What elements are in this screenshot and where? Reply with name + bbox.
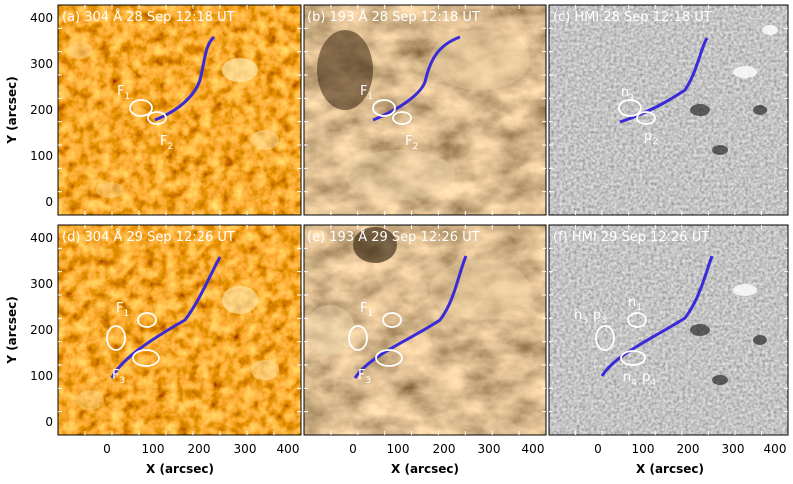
filament-curve-e xyxy=(353,255,468,379)
xtick-f-300: 300 xyxy=(722,442,745,456)
ytick-bottom-300: 300 xyxy=(30,277,53,291)
panel-d-title: (d) 304 Å 29 Sep 12:26 UT xyxy=(62,229,235,245)
ellipse-a-f2 xyxy=(147,111,167,125)
panel-c-frame xyxy=(548,4,789,216)
panel-b-structures xyxy=(317,30,530,200)
panel-a-bright-patches xyxy=(68,41,279,198)
x-axis-title-e: X (arcsec) xyxy=(391,462,459,476)
ytick-top-100: 100 xyxy=(30,149,53,163)
panel-b-frame xyxy=(303,4,547,216)
x-axis-title-f: X (arcsec) xyxy=(636,462,704,476)
x-axis-f: 0 100 200 300 400 X (arcsec) xyxy=(594,442,786,476)
label-f-p4: p4 xyxy=(642,370,656,388)
ytick-top-300: 300 xyxy=(30,57,53,71)
label-e-f3: F3 xyxy=(358,368,371,386)
xtick-d-400: 400 xyxy=(277,442,300,456)
y-axis-title-bottom: Y (arcsec) xyxy=(5,296,19,364)
panel-b-title: (b) 193 Å 28 Sep 12:18 UT xyxy=(307,9,480,25)
panel-a xyxy=(58,5,301,215)
ellipse-e-f1 xyxy=(382,312,402,328)
panel-b xyxy=(304,5,546,215)
xtick-d-0: 0 xyxy=(103,442,111,456)
ellipse-b-f1 xyxy=(372,99,396,117)
xtick-d-200: 200 xyxy=(188,442,211,456)
xtick-e-100: 100 xyxy=(387,442,410,456)
filament-curve-a xyxy=(154,35,216,122)
label-f-n3: n3 xyxy=(574,308,588,326)
ellipse-f-n3p3 xyxy=(595,325,615,351)
tick-marks xyxy=(58,5,788,435)
xtick-f-100: 100 xyxy=(632,442,655,456)
x-axis-title-d: X (arcsec) xyxy=(146,462,214,476)
panel-e-title: (e) 193 Å 29 Sep 12:26 UT xyxy=(307,229,480,245)
ytick-bottom-0: 0 xyxy=(45,415,53,429)
panel-d-frame xyxy=(57,224,302,436)
filament-curve-f xyxy=(600,255,714,377)
xtick-d-100: 100 xyxy=(142,442,165,456)
ytick-top-400: 400 xyxy=(30,11,53,25)
label-f-n4: n4 xyxy=(623,370,637,388)
panel-a-title: (a) 304 Å 28 Sep 12:18 UT xyxy=(62,9,235,25)
panel-a-frame xyxy=(57,4,302,216)
ellipse-c-n1 xyxy=(618,99,642,117)
label-d-f1: F1 xyxy=(116,301,129,319)
panel-f-image xyxy=(549,225,788,435)
panel-f-magnetic-patches xyxy=(690,284,767,385)
panel-c-title: (c) HMI 28 Sep 12:18 UT xyxy=(553,10,712,25)
panel-a-image xyxy=(58,5,301,215)
ellipse-a-f1 xyxy=(129,99,153,117)
xtick-f-200: 200 xyxy=(677,442,700,456)
ytick-bottom-200: 200 xyxy=(30,323,53,337)
panel-c xyxy=(549,5,788,215)
ellipse-e-f3a xyxy=(348,325,368,351)
panel-e-frame xyxy=(303,224,547,436)
xtick-d-300: 300 xyxy=(234,442,257,456)
filament-curve-d xyxy=(110,256,222,379)
xtick-e-0: 0 xyxy=(349,442,357,456)
label-c-n1: n1 xyxy=(621,85,635,103)
label-b-f1: F1 xyxy=(360,84,373,102)
x-axis-e: 0 100 200 300 400 X (arcsec) xyxy=(349,442,544,476)
label-a-f2: F2 xyxy=(160,134,173,152)
ytick-bottom-400: 400 xyxy=(30,231,53,245)
xtick-f-0: 0 xyxy=(594,442,602,456)
panel-c-magnetic-patches xyxy=(690,25,778,155)
label-a-f1: F1 xyxy=(117,84,130,102)
label-d-f3: F3 xyxy=(112,368,125,386)
panel-d-bright-patches xyxy=(76,286,279,410)
xtick-e-300: 300 xyxy=(478,442,501,456)
label-c-p2: p2 xyxy=(644,129,658,147)
ellipse-d-f1 xyxy=(137,312,157,328)
x-axis-d: 0 100 200 300 400 X (arcsec) xyxy=(103,442,299,476)
panel-f-title: (f) HMI 29 Sep 12:26 UT xyxy=(553,230,709,245)
ellipse-c-p2 xyxy=(636,111,656,125)
panel-d xyxy=(58,225,301,435)
label-f-n1: n1 xyxy=(628,295,642,313)
ellipse-e-f3b xyxy=(375,349,403,367)
ytick-bottom-100: 100 xyxy=(30,369,53,383)
ytick-top-200: 200 xyxy=(30,103,53,117)
ellipse-b-f2 xyxy=(392,111,412,125)
ellipse-f-n4p4 xyxy=(620,350,646,366)
xtick-e-400: 400 xyxy=(522,442,545,456)
xtick-e-200: 200 xyxy=(433,442,456,456)
ellipse-f-n1 xyxy=(627,312,647,328)
label-e-f1: F1 xyxy=(360,301,373,319)
panel-c-image xyxy=(549,5,788,215)
xtick-f-400: 400 xyxy=(764,442,787,456)
filament-curve-b xyxy=(372,35,461,122)
label-b-f2: F2 xyxy=(405,134,418,152)
panel-d-image xyxy=(58,225,301,435)
label-f-p3: p3 xyxy=(593,308,607,326)
ellipse-d-f3b xyxy=(132,349,160,367)
ellipse-d-f3a xyxy=(106,325,126,351)
ytick-top-0: 0 xyxy=(45,195,53,209)
panel-e-structures xyxy=(305,227,530,355)
panel-f-frame xyxy=(548,224,789,436)
y-axis-title-top: Y (arcsec) xyxy=(5,76,19,144)
panel-f xyxy=(549,225,788,435)
